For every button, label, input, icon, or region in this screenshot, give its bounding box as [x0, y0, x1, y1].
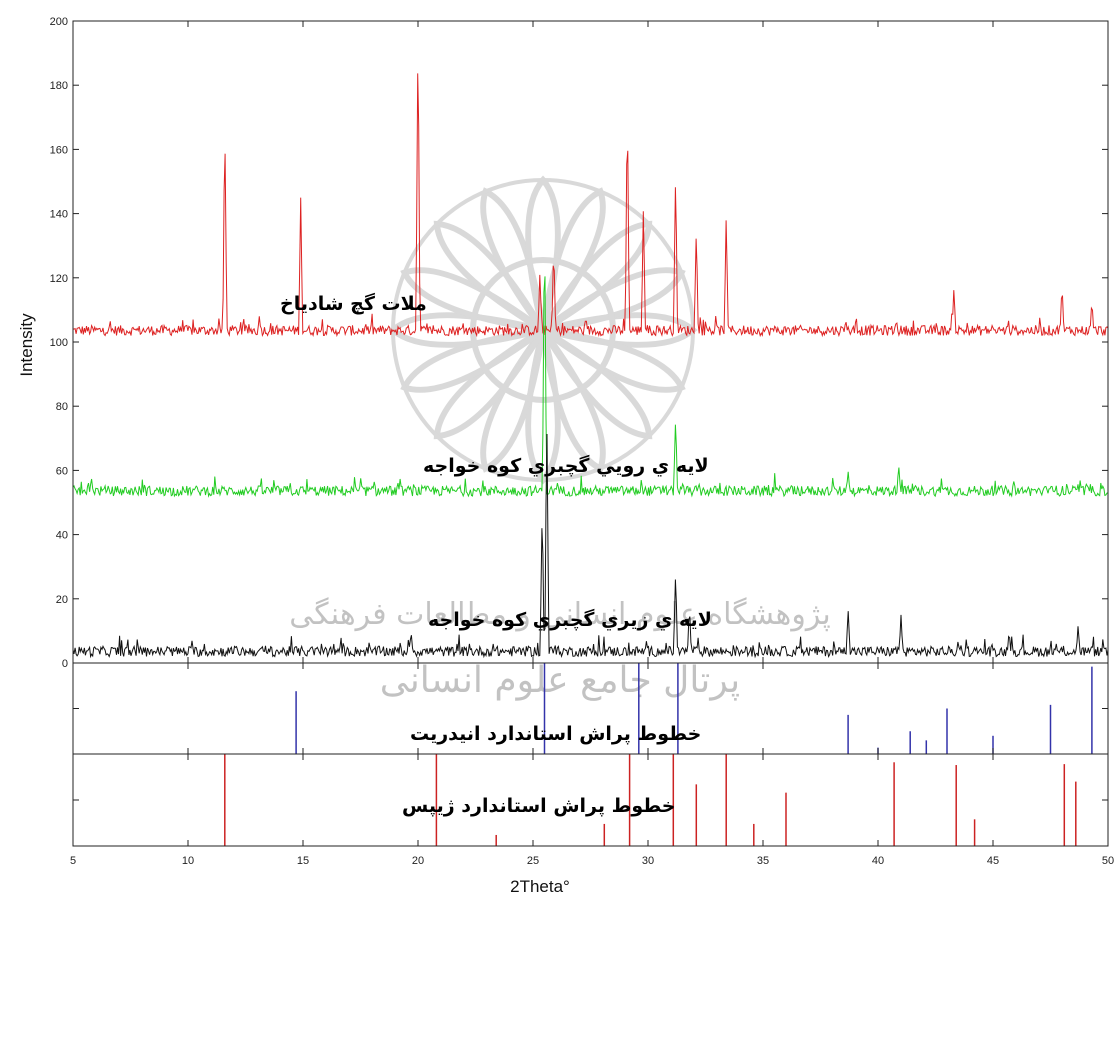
x-tick-label: 10 [182, 855, 194, 867]
x-tick-label: 40 [872, 855, 884, 867]
x-tick-label: 45 [987, 855, 999, 867]
x-tick-label: 30 [642, 855, 654, 867]
y-tick-label: 20 [56, 594, 68, 606]
label-upper-layer: لایه ي رويي گچبري کوه خواجه [423, 454, 709, 478]
y-tick-label: 40 [56, 530, 68, 542]
label-lower-layer: لایه ي زيري گچبري کوه خواجه [428, 608, 712, 632]
y-tick-label: 80 [56, 401, 68, 413]
label-anhydrite-standard: خطوط پراش استاندارد انيدريت [410, 723, 701, 745]
x-tick-label: 50 [1102, 855, 1114, 867]
y-tick-label: 140 [50, 209, 68, 221]
x-tick-label: 35 [757, 855, 769, 867]
x-tick-label: 5 [70, 855, 76, 867]
x-axis-title: 2Theta° [510, 877, 570, 896]
label-gypsum-standard: خطوط پراش استاندارد ژيپس [402, 795, 675, 817]
y-tick-label: 100 [50, 337, 68, 349]
y-tick-label: 200 [50, 16, 68, 28]
x-tick-label: 20 [412, 855, 424, 867]
y-tick-label: 120 [50, 273, 68, 285]
watermark-text-2: پرتال جامع علوم انسانی [380, 660, 740, 701]
y-tick-label: 160 [50, 144, 68, 156]
y-axis-title: Intensity [17, 313, 36, 377]
y-tick-label: 60 [56, 465, 68, 477]
y-tick-label: 180 [50, 80, 68, 92]
x-tick-label: 25 [527, 855, 539, 867]
x-tick-label: 15 [297, 855, 309, 867]
label-shadyakh-mortar: ملات گچ شادیاخ [280, 292, 427, 315]
y-tick-label: 0 [62, 658, 68, 670]
